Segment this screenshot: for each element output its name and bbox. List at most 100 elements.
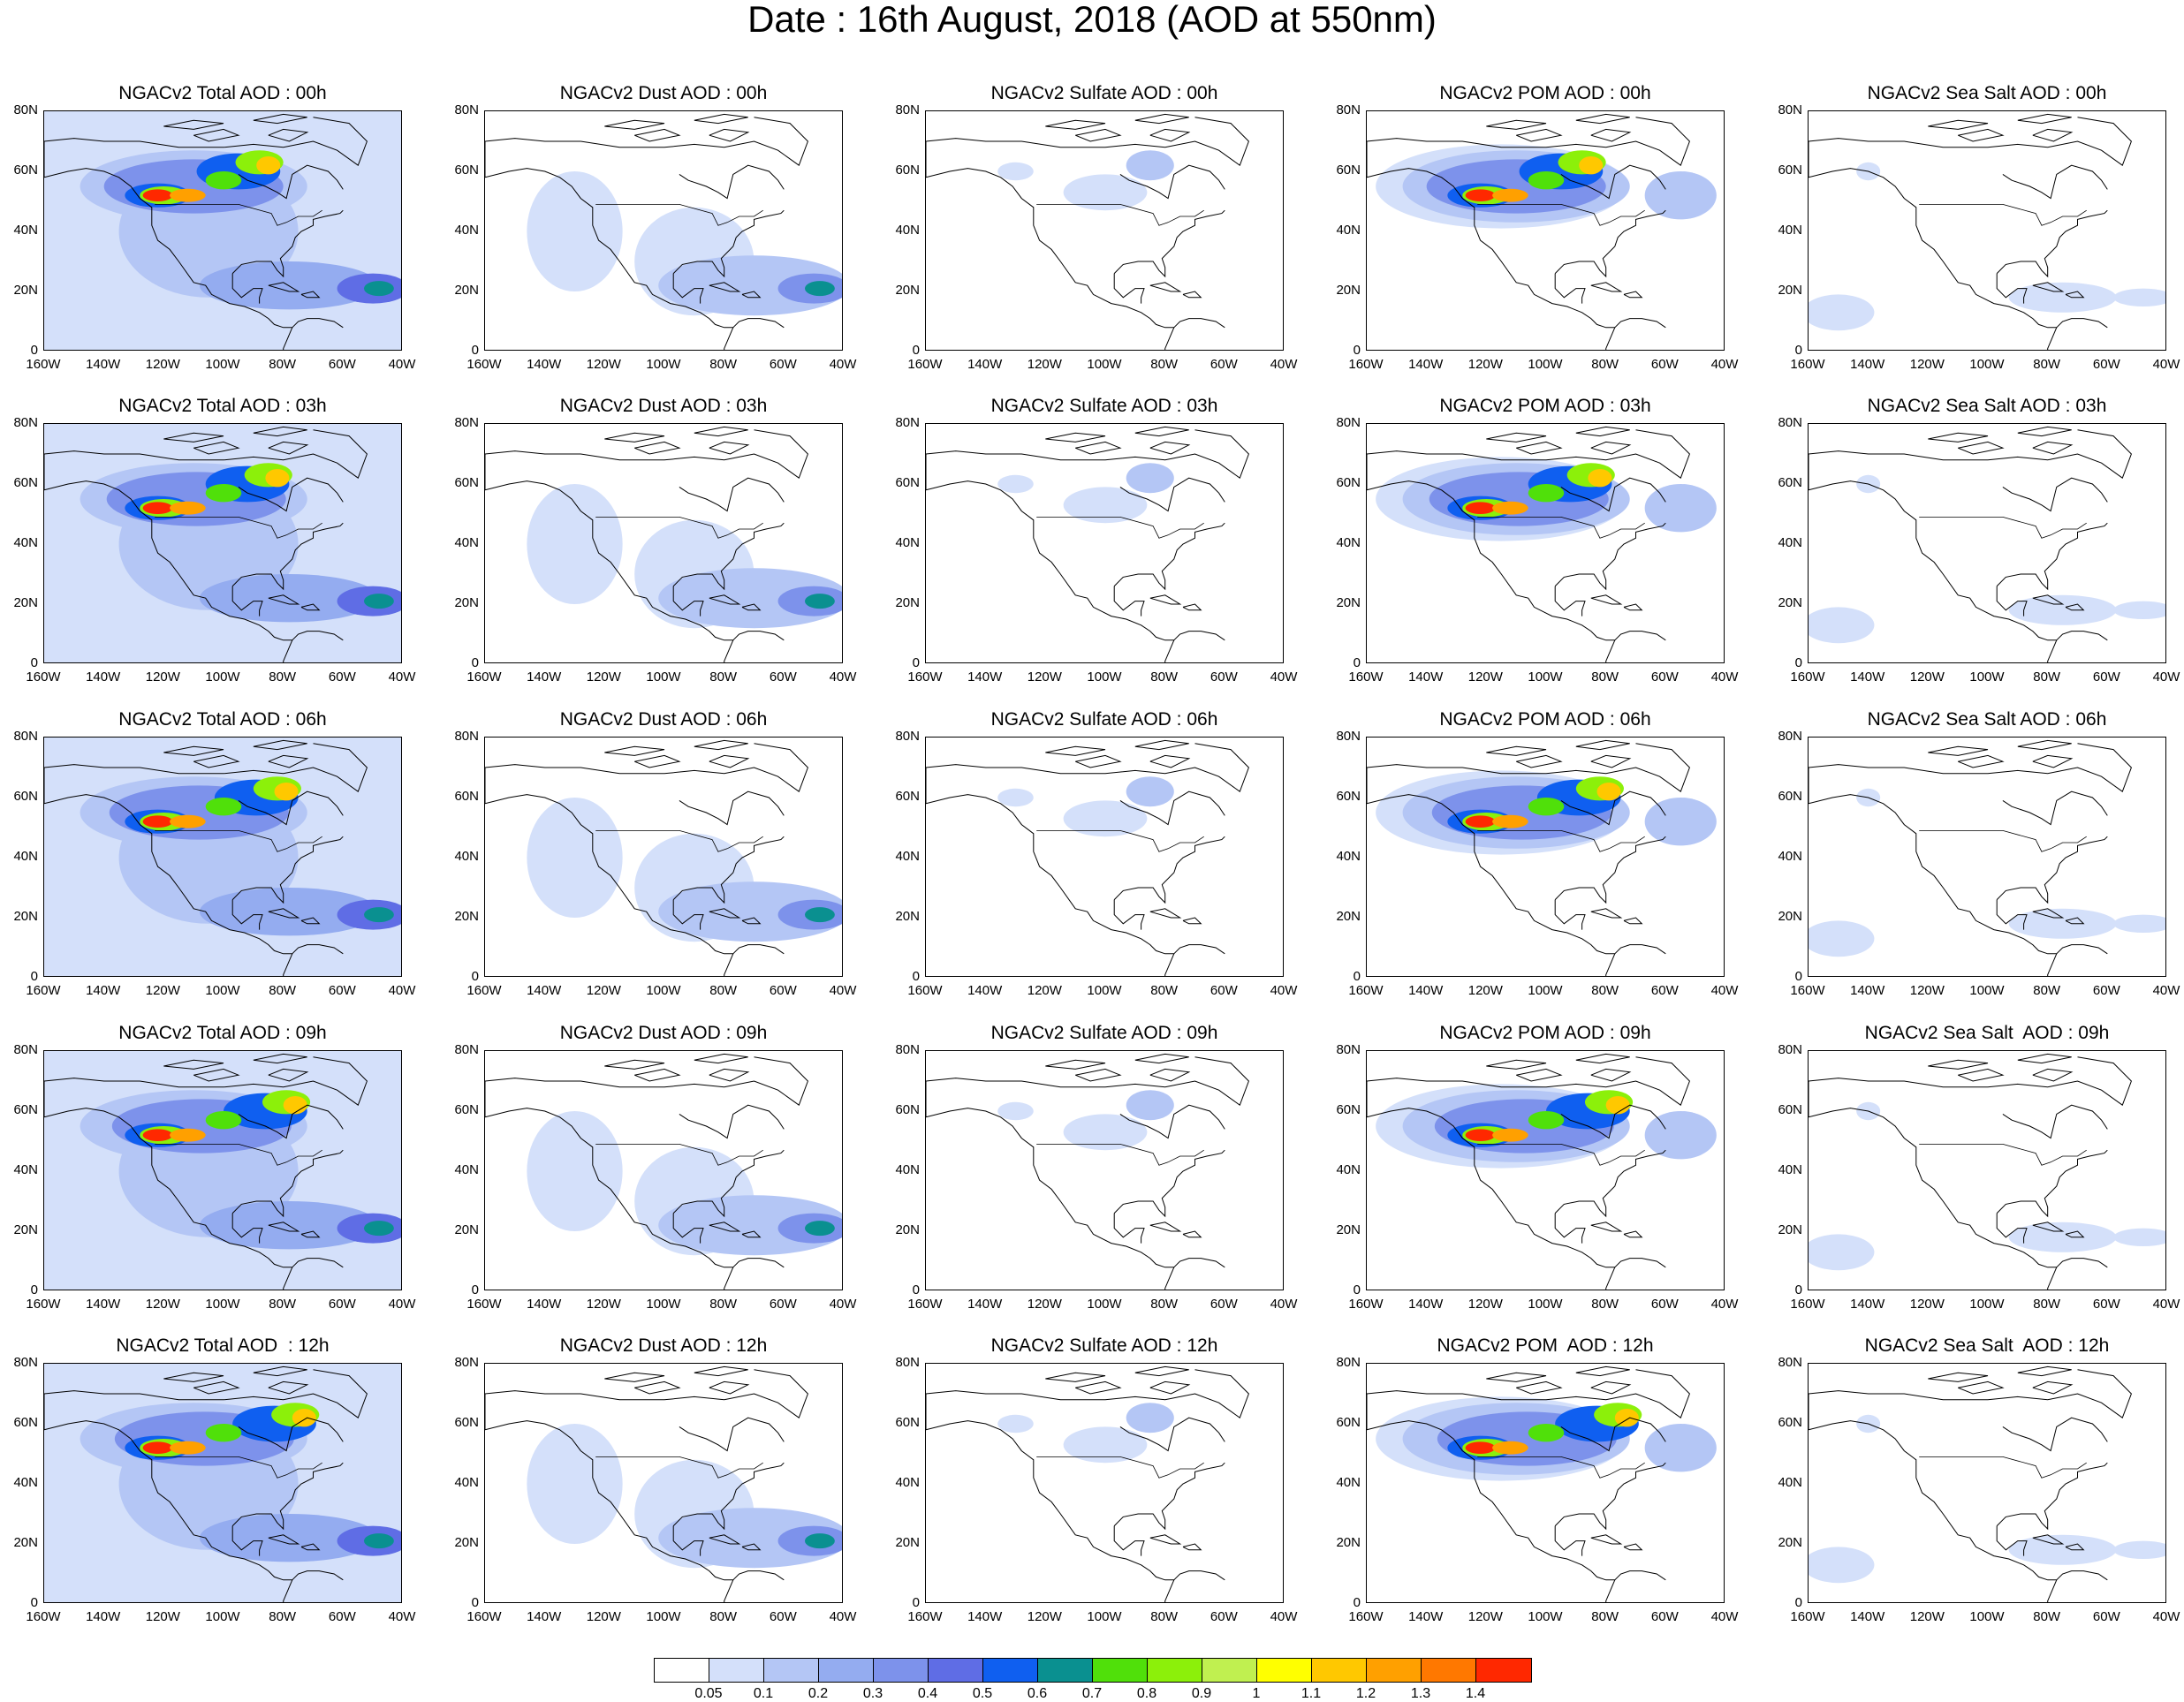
us-canada-border xyxy=(155,830,322,852)
colorbar-box xyxy=(709,1659,764,1682)
coastline xyxy=(1149,1381,1191,1395)
map-canvas xyxy=(1809,1053,2165,1290)
lat-tick-label: 60N xyxy=(13,789,38,804)
coastline xyxy=(231,273,263,304)
coastline xyxy=(163,745,224,756)
lat-tick-label: 60N xyxy=(1336,1102,1361,1117)
coastline xyxy=(231,209,344,278)
panel-title: NGACv2 Total AOD : 09h xyxy=(118,1023,327,1043)
lat-tick-label: 40N xyxy=(13,1162,38,1177)
panel-title: NGACv2 POM AOD : 03h xyxy=(1439,396,1651,416)
lon-tick-label: 60W xyxy=(328,1297,356,1312)
aod-tropics xyxy=(199,1514,379,1562)
coastline xyxy=(1575,1365,1630,1377)
coastline xyxy=(634,1068,681,1082)
panel-title: NGACv2 Dust AOD : 12h xyxy=(559,1335,768,1356)
lat-tick-label: 80N xyxy=(454,729,479,744)
map-panel-sea-salt xyxy=(1808,1363,2166,1603)
pom-atlantic xyxy=(1644,484,1717,533)
smoke-plume-peak xyxy=(142,815,173,828)
panel-title: NGACv2 Sea Salt AOD : 06h xyxy=(1867,709,2107,730)
seasalt-caribbean xyxy=(2008,1534,2117,1565)
lon-tick-label: 40W xyxy=(1270,1609,1298,1624)
us-canada-border xyxy=(1477,517,1645,539)
coastline xyxy=(694,1053,748,1064)
us-canada-border xyxy=(1477,1456,1645,1479)
coastline xyxy=(300,603,321,611)
seasalt-pacific xyxy=(1809,1234,1875,1271)
coastline xyxy=(44,1420,344,1581)
sulfate-field xyxy=(997,1101,1034,1121)
coastline xyxy=(926,117,1249,166)
panel-title: NGACv2 Total AOD : 12h xyxy=(116,1335,330,1356)
coastline xyxy=(672,836,785,904)
map-canvas xyxy=(1367,739,1717,976)
lat-tick-label: 20N xyxy=(1336,909,1361,924)
coastline xyxy=(1367,1369,1690,1418)
lon-tick-label: 140W xyxy=(1408,1609,1444,1624)
lat-tick-label: 0 xyxy=(1353,1282,1361,1297)
sulfate-field xyxy=(1126,776,1174,807)
colorbar-box xyxy=(1202,1659,1257,1682)
lat-tick-label: 20N xyxy=(454,283,479,298)
colorbar-label: 1.3 xyxy=(1410,1686,1431,1701)
coastline xyxy=(1113,899,1145,930)
smoke-plume-peak xyxy=(1492,188,1528,202)
coastline xyxy=(1560,164,1666,200)
coastline xyxy=(1809,168,2108,329)
lat-tick-label: 40N xyxy=(895,535,920,550)
seasalt-pacific xyxy=(1809,294,1875,331)
panel-title: NGACv2 Sea Salt AOD : 12h xyxy=(1864,1335,2110,1356)
coastline xyxy=(709,594,741,605)
panel-title: NGACv2 POM AOD : 12h xyxy=(1437,1335,1654,1356)
lat-tick-label: 40N xyxy=(1778,223,1802,238)
lon-tick-label: 140W xyxy=(1408,669,1444,685)
map-panel-total xyxy=(43,1050,402,1290)
coastline xyxy=(709,1534,741,1545)
map-canvas xyxy=(44,111,401,350)
map-panel-pom xyxy=(1366,737,1725,977)
us-canada-border xyxy=(1477,1144,1645,1166)
coastline xyxy=(1996,209,2108,278)
lat-tick-label: 80N xyxy=(1778,729,1802,744)
map-canvas xyxy=(485,739,842,976)
coastline xyxy=(231,586,263,617)
us-canada-border xyxy=(595,1456,763,1479)
lat-tick-label: 60N xyxy=(1336,789,1361,804)
lon-tick-label: 140W xyxy=(86,983,121,998)
lon-tick-label: 140W xyxy=(527,1297,562,1312)
lon-tick-label: 80W xyxy=(269,983,297,998)
coastline xyxy=(1367,1056,1690,1106)
aod-saharan-dust-core xyxy=(364,594,394,609)
lat-tick-label: 80N xyxy=(1336,415,1361,430)
lon-tick-label: 40W xyxy=(388,1609,416,1624)
coastline xyxy=(1958,754,2005,768)
us-canada-border xyxy=(1036,1456,1204,1479)
coastline xyxy=(1119,477,1225,512)
coastline xyxy=(1554,899,1586,930)
seasalt-atlantic xyxy=(2113,288,2165,306)
map-canvas xyxy=(926,1053,1249,1290)
seasalt-atlantic xyxy=(2113,601,2165,619)
coastline xyxy=(283,953,293,976)
lon-tick-label: 100W xyxy=(205,669,240,685)
map-panel-sea-salt xyxy=(1808,110,2166,351)
coastline xyxy=(1486,119,1547,130)
smoke-plume-peak xyxy=(1465,189,1496,201)
lon-tick-label: 160W xyxy=(1348,669,1384,685)
lon-tick-label: 60W xyxy=(1210,669,1238,685)
lat-tick-label: 0 xyxy=(1794,969,1802,984)
lon-tick-label: 120W xyxy=(1027,357,1062,372)
lat-tick-label: 80N xyxy=(895,1355,920,1370)
coastline xyxy=(485,1056,808,1106)
lat-tick-label: 80N xyxy=(1336,1355,1361,1370)
coastline xyxy=(1928,119,1989,130)
coastline xyxy=(2017,1053,2072,1064)
seasalt-atlantic xyxy=(2113,1540,2165,1559)
coastline xyxy=(485,168,785,329)
us-canada-border xyxy=(155,204,322,226)
lat-tick-label: 40N xyxy=(454,1162,479,1177)
coastline xyxy=(253,1053,307,1064)
lon-tick-label: 40W xyxy=(1710,357,1739,372)
us-canada-border xyxy=(155,517,322,539)
